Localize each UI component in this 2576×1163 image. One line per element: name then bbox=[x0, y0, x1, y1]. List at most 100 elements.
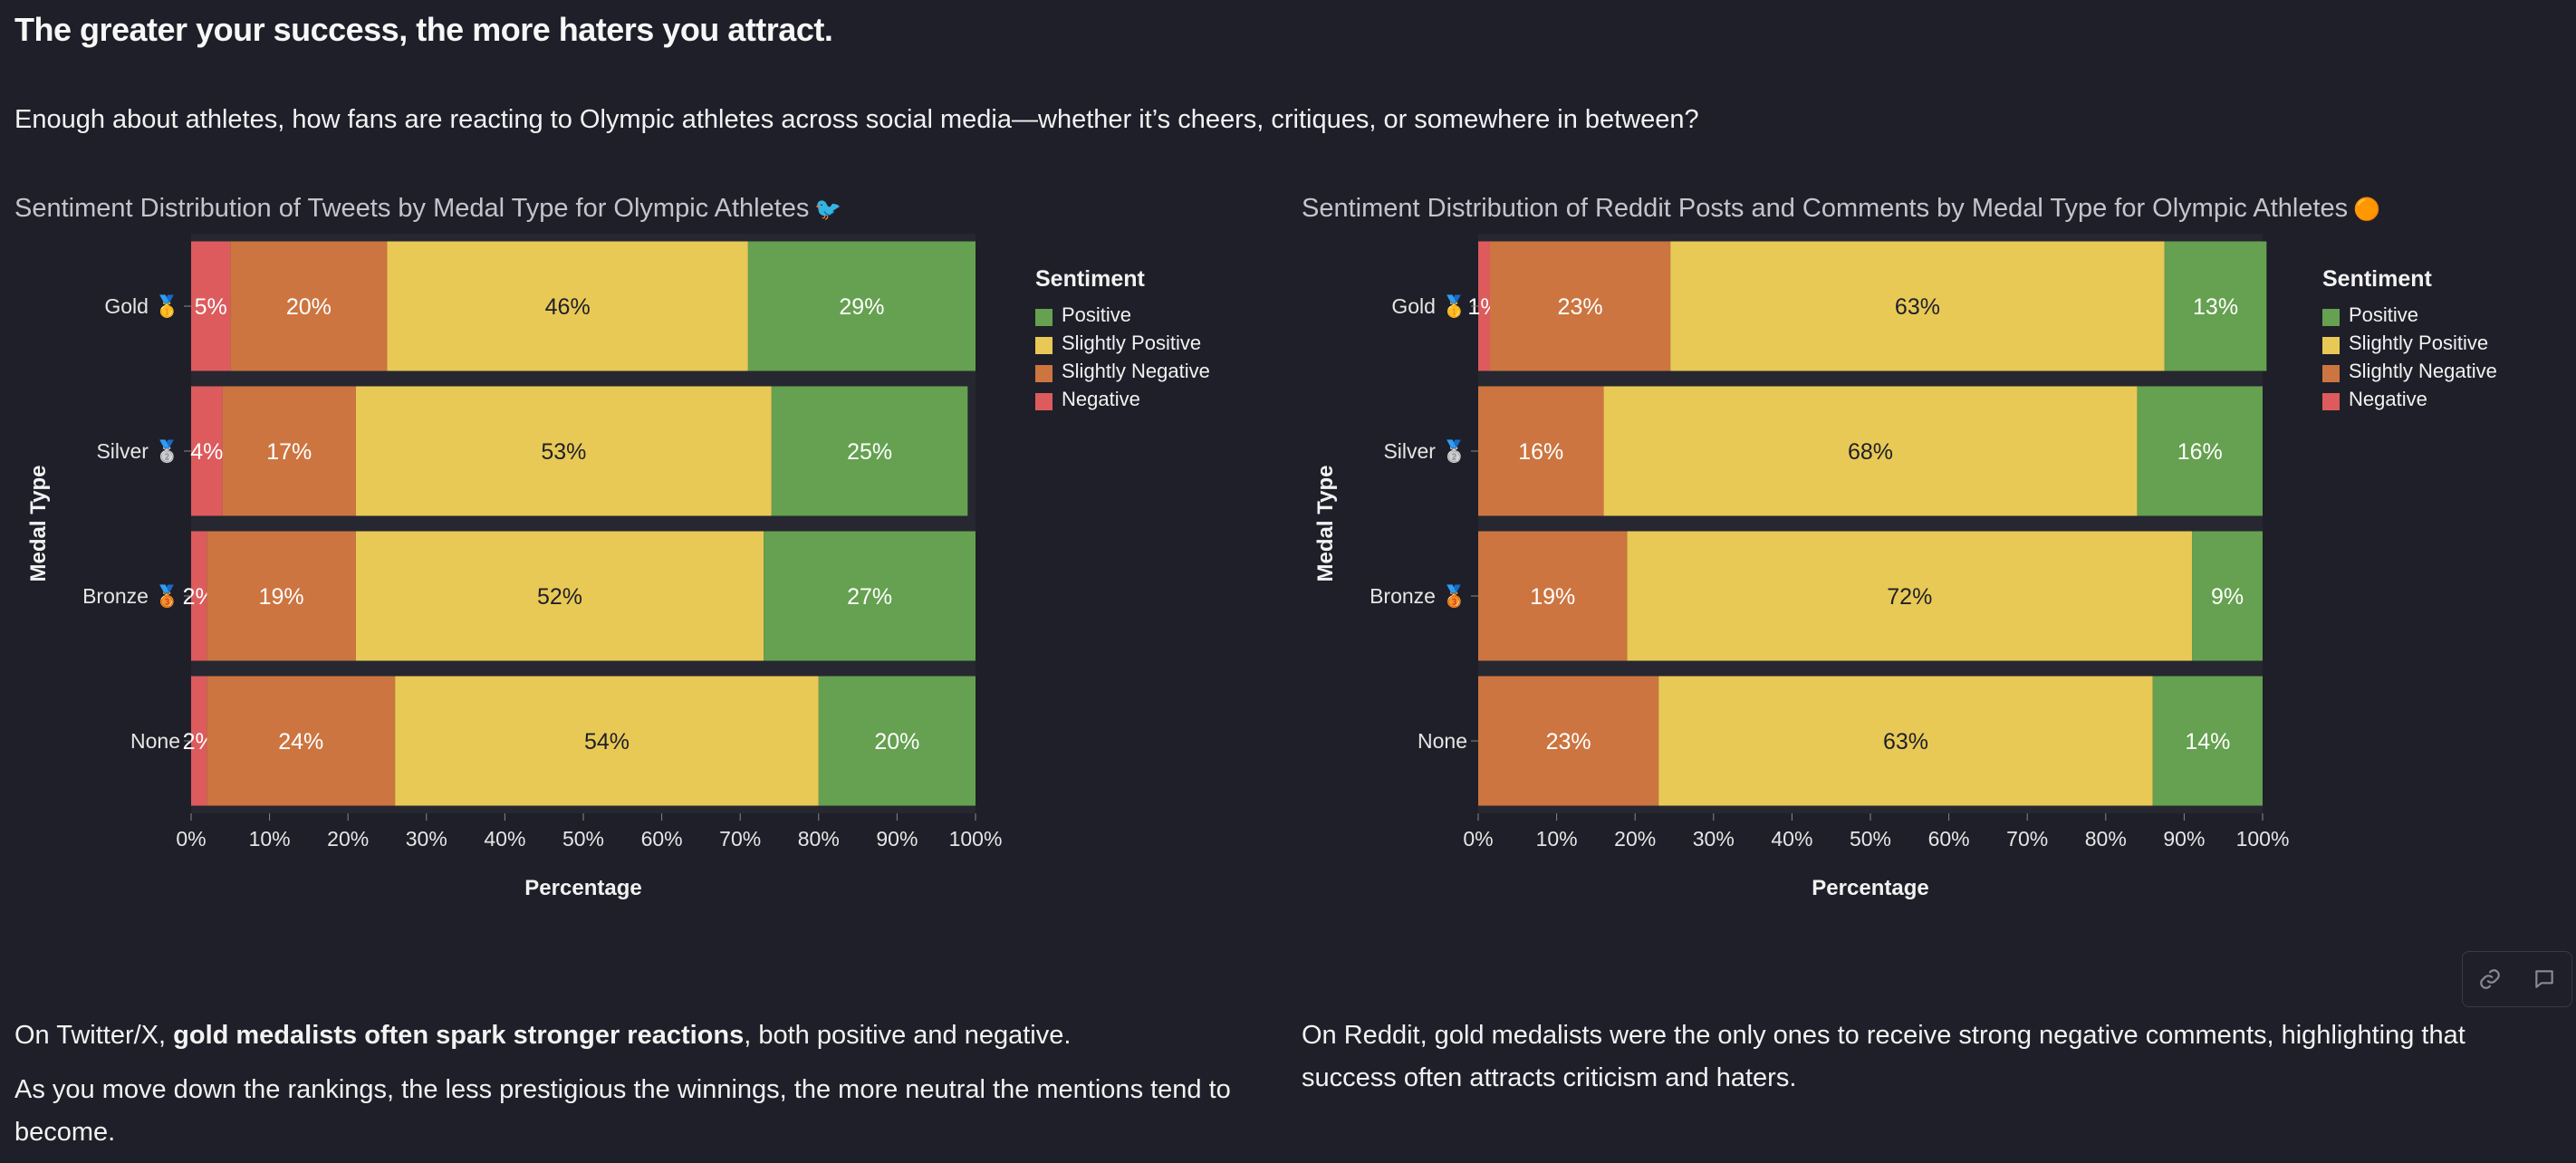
legend-item-slightly-positive[interactable]: Slightly Positive bbox=[2322, 333, 2540, 354]
bar-slightly-negative-1[interactable] bbox=[1478, 386, 1604, 516]
x-tick-label: 50% bbox=[562, 827, 604, 851]
twitter-caption: On Twitter/X, gold medalists often spark… bbox=[14, 1014, 1264, 1057]
category-label: Silver 🥈 bbox=[96, 439, 180, 464]
reddit-stacked-bar-chart: 1% 23% 63% 13%Gold 🥇16% 68% 16%Silver 🥈19% 72%… bbox=[1313, 234, 2290, 900]
legend-item-slightly-negative[interactable]: Slightly Negative bbox=[2322, 361, 2540, 382]
bar-positive-2[interactable] bbox=[764, 531, 976, 661]
data-label: 24% bbox=[278, 729, 323, 755]
data-label: 9% bbox=[2211, 584, 2244, 610]
twitter-legend: Sentiment Positive Slightly Positive Sligh… bbox=[1035, 266, 1253, 418]
bar-positive-3[interactable] bbox=[818, 676, 976, 806]
x-axis-title: Percentage bbox=[1812, 876, 1928, 900]
data-label: 72% bbox=[1887, 584, 1932, 610]
bar-slightly-negative-3[interactable] bbox=[1478, 676, 1659, 806]
bar-slightly-negative-0[interactable] bbox=[230, 241, 388, 371]
x-axis-title: Percentage bbox=[524, 876, 641, 900]
bar-positive-1[interactable] bbox=[2137, 386, 2263, 516]
link-button[interactable] bbox=[2472, 961, 2508, 997]
legend-swatch bbox=[1035, 365, 1053, 382]
legend-item-positive[interactable]: Positive bbox=[1035, 305, 1253, 326]
data-label: 17% bbox=[266, 439, 312, 465]
data-label: 16% bbox=[2177, 439, 2223, 465]
x-tick-label: 40% bbox=[1771, 827, 1812, 851]
link-icon bbox=[2480, 969, 2500, 989]
x-tick-label: 70% bbox=[2006, 827, 2048, 851]
data-label: 63% bbox=[1883, 729, 1928, 755]
bar-slightly-positive-1[interactable] bbox=[355, 386, 772, 516]
legend-label: Slightly Negative bbox=[2349, 360, 2497, 382]
twitter-caption-second: As you move down the rankings, the less … bbox=[14, 1075, 1231, 1147]
data-label: 19% bbox=[259, 584, 304, 610]
twitter-chart-panel: Sentiment Distribution of Tweets by Meda… bbox=[14, 194, 1283, 937]
caption-text: , both positive and negative. bbox=[744, 1021, 1072, 1050]
data-label: 25% bbox=[847, 439, 892, 465]
x-tick-label: 60% bbox=[641, 827, 683, 851]
x-tick-label: 10% bbox=[1536, 827, 1578, 851]
bar-negative-0[interactable] bbox=[191, 241, 231, 371]
legend-item-negative[interactable]: Negative bbox=[2322, 389, 2540, 410]
category-label: Silver 🥈 bbox=[1383, 439, 1467, 464]
legend-item-slightly-positive[interactable]: Slightly Positive bbox=[1035, 333, 1253, 354]
data-label: 29% bbox=[839, 294, 884, 320]
bar-positive-1[interactable] bbox=[771, 386, 968, 516]
x-tick-label: 20% bbox=[1614, 827, 1656, 851]
bar-negative-0[interactable] bbox=[1478, 241, 1490, 371]
bar-slightly-negative-0[interactable] bbox=[1489, 241, 1671, 371]
bar-negative-1[interactable] bbox=[191, 386, 223, 516]
bar-slightly-positive-3[interactable] bbox=[1658, 676, 2153, 806]
bar-slightly-positive-3[interactable] bbox=[395, 676, 819, 806]
bar-negative-2[interactable] bbox=[191, 531, 207, 661]
legend-label: Positive bbox=[1062, 303, 1132, 326]
bar-slightly-negative-1[interactable] bbox=[222, 386, 356, 516]
legend-label: Slightly Positive bbox=[1062, 332, 1202, 354]
legend-label: Negative bbox=[1062, 388, 1140, 410]
bar-slightly-positive-2[interactable] bbox=[1627, 531, 2193, 661]
y-axis-title: Medal Type bbox=[1313, 466, 1338, 582]
bar-slightly-positive-2[interactable] bbox=[355, 531, 764, 661]
reddit-chart-title: Sentiment Distribution of Reddit Posts a… bbox=[1302, 194, 2380, 224]
data-label: 19% bbox=[1530, 584, 1575, 610]
bar-slightly-positive-0[interactable] bbox=[387, 241, 748, 371]
x-tick-label: 60% bbox=[1928, 827, 1970, 851]
legend-item-negative[interactable]: Negative bbox=[1035, 389, 1253, 410]
bar-positive-2[interactable] bbox=[2192, 531, 2263, 661]
bar-slightly-positive-0[interactable] bbox=[1670, 241, 2165, 371]
x-tick-label: 80% bbox=[2085, 827, 2127, 851]
category-label: Bronze 🥉 bbox=[82, 584, 180, 609]
bar-slightly-negative-3[interactable] bbox=[207, 676, 396, 806]
chart-title-text: Sentiment Distribution of Tweets by Meda… bbox=[14, 194, 810, 223]
data-label: 16% bbox=[1518, 439, 1563, 465]
data-label: 5% bbox=[195, 294, 227, 320]
comment-button[interactable] bbox=[2526, 961, 2562, 997]
data-label: 20% bbox=[874, 729, 919, 755]
legend-swatch bbox=[2322, 365, 2340, 382]
page-heading: The greater your success, the more hater… bbox=[14, 11, 833, 48]
bar-positive-0[interactable] bbox=[2164, 241, 2267, 371]
legend-swatch bbox=[2322, 393, 2340, 410]
category-label: Gold 🥇 bbox=[104, 294, 180, 319]
twitter-chart-title: Sentiment Distribution of Tweets by Meda… bbox=[14, 194, 841, 224]
legend-item-positive[interactable]: Positive bbox=[2322, 305, 2540, 326]
x-tick-label: 90% bbox=[2163, 827, 2205, 851]
legend-swatch bbox=[1035, 309, 1053, 326]
data-label: 53% bbox=[541, 439, 586, 465]
chart-title-text: Sentiment Distribution of Reddit Posts a… bbox=[1302, 194, 2349, 223]
data-label: 27% bbox=[847, 584, 892, 610]
bar-positive-0[interactable] bbox=[747, 241, 976, 371]
bird-icon: 🐦 bbox=[814, 197, 842, 222]
x-tick-label: 40% bbox=[484, 827, 525, 851]
x-tick-label: 20% bbox=[327, 827, 369, 851]
bar-negative-3[interactable] bbox=[191, 676, 207, 806]
x-tick-label: 100% bbox=[949, 827, 1003, 851]
bar-slightly-negative-2[interactable] bbox=[1478, 531, 1628, 661]
bar-slightly-positive-1[interactable] bbox=[1603, 386, 2138, 516]
legend-item-slightly-negative[interactable]: Slightly Negative bbox=[1035, 361, 1253, 382]
bar-slightly-negative-2[interactable] bbox=[207, 531, 356, 661]
legend-swatch bbox=[2322, 337, 2340, 354]
x-tick-label: 100% bbox=[2236, 827, 2290, 851]
category-label: Bronze 🥉 bbox=[1370, 584, 1467, 609]
bar-positive-3[interactable] bbox=[2152, 676, 2263, 806]
category-label: None bbox=[1418, 729, 1467, 753]
reddit-orange-circle-icon: 🟠 bbox=[2353, 197, 2381, 222]
data-label: 23% bbox=[1546, 729, 1591, 755]
